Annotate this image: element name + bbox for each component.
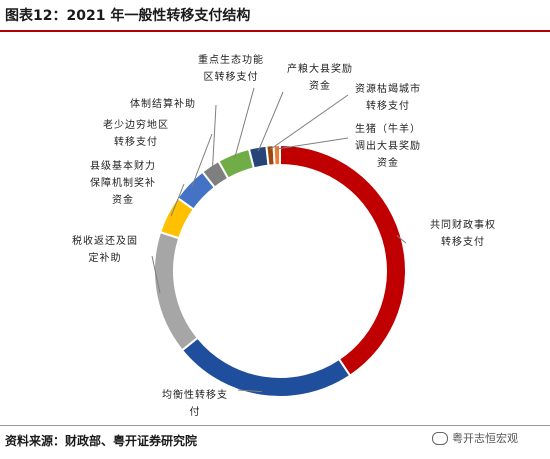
slice-label-line: 转移支付 (366, 101, 410, 112)
slice-label-7: 重点生态功能 区转移支付 (190, 52, 272, 86)
leader-line-4 (170, 183, 185, 217)
leader-line-10 (276, 137, 349, 150)
watermark-text: 粤开志恒宏观 (452, 432, 518, 445)
leader-line-1 (396, 235, 407, 244)
slice-label-line: 定补助 (88, 253, 122, 264)
slice-label-6: 体制结算补助 (120, 96, 206, 113)
slice-label-1: 共同财政事权 转移支付 (418, 217, 508, 251)
watermark: 粤开志恒宏观 (432, 430, 518, 446)
chart-title: 图表12：2021 年一般性转移支付结构 (5, 8, 251, 24)
slice-label-9: 资源枯竭城市 转移支付 (347, 81, 429, 115)
slice-label-10: 生猪（牛羊） 调出大县奖励 资金 (347, 121, 429, 172)
slice-label-line: 重点生态功能 (198, 55, 264, 66)
leader-line-3 (151, 255, 161, 294)
title-bar: 图表12：2021 年一般性转移支付结构 (0, 0, 550, 32)
donut-slices (153, 143, 407, 398)
slice-label-line: 调出大县奖励 (355, 141, 421, 152)
slice-label-8: 产粮大县奖励 资金 (279, 61, 361, 95)
slice-label-line: 老少边穷地区 (103, 120, 169, 131)
slice-label-line: 县级基本财力 (90, 161, 156, 172)
leader-line-2 (237, 389, 262, 393)
leader-line-9 (269, 94, 349, 150)
slice-1 (279, 143, 407, 378)
slice-label-line: 资金 (309, 81, 331, 92)
wechat-icon (432, 431, 448, 445)
slice-label-line: 转移支付 (114, 137, 158, 148)
slice-label-line: 区转移支付 (203, 72, 259, 83)
leader-line-5 (191, 133, 213, 187)
slice-label-line: 保障机制奖补 (90, 178, 156, 189)
slice-10 (272, 143, 281, 167)
donut-chart (151, 87, 407, 398)
slice-label-5: 老少边穷地区 转移支付 (96, 117, 176, 151)
slice-label-line: 转移支付 (441, 237, 485, 248)
slice-label-line: 付 (189, 407, 201, 418)
slice-label-2: 均衡性转移支付 (150, 387, 240, 421)
slice-label-line: 体制结算补助 (130, 99, 196, 110)
slice-label-line: 产粮大县奖励 (287, 64, 353, 75)
slice-label-line: 资源枯竭城市 (355, 84, 421, 95)
slice-label-3: 税收返还及固 定补助 (60, 233, 150, 267)
slice-label-line: 资金 (377, 158, 399, 169)
leader-line-7 (234, 87, 255, 158)
slice-label-line: 资金 (112, 195, 134, 206)
slice-label-4: 县级基本财力 保障机制奖补 资金 (78, 158, 168, 209)
slice-label-line: 生猪（牛羊） (355, 124, 421, 135)
slice-label-line: 均衡性转移支 (162, 390, 228, 401)
leader-line-8 (257, 91, 284, 152)
slice-3 (153, 230, 200, 352)
leader-lines (151, 87, 407, 393)
footer-divider (0, 425, 550, 426)
slice-label-line: 共同财政事权 (430, 220, 496, 231)
slice-label-line: 税收返还及固 (72, 236, 138, 247)
source-note: 资料来源：财政部、粤开证券研究院 (5, 434, 198, 448)
leader-line-6 (211, 104, 217, 170)
